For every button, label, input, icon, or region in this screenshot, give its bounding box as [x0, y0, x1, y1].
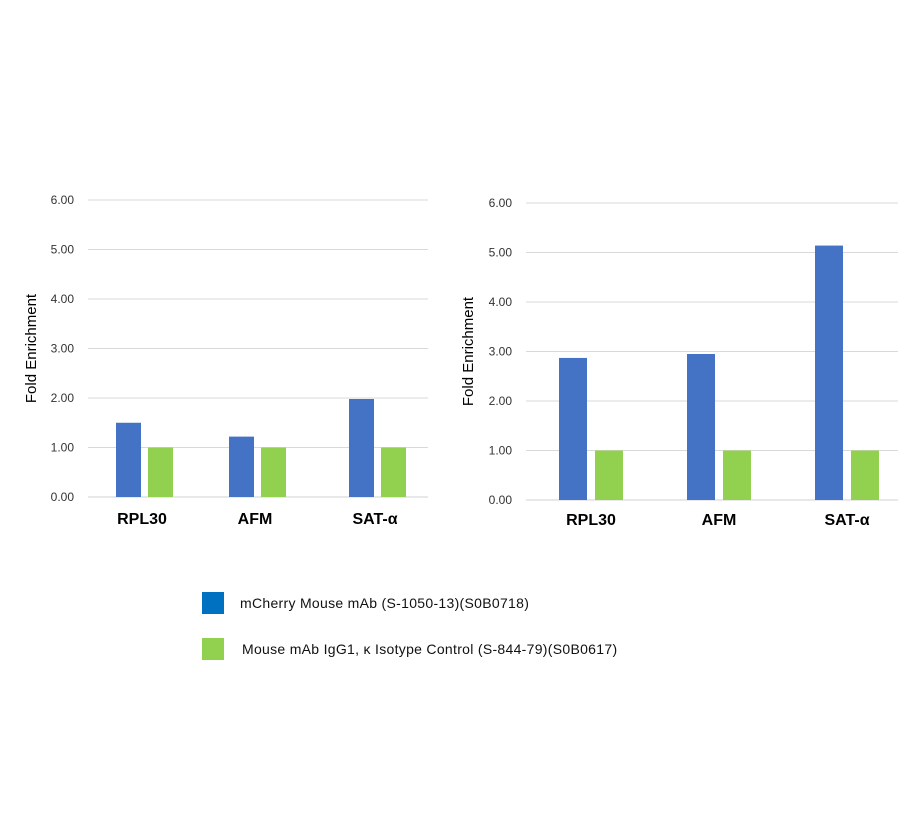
y-tick-label: 2.00 [489, 394, 513, 408]
bar-series-1-sat-α [815, 245, 843, 500]
bar-series-2-afm [261, 447, 286, 497]
y-tick-label: 0.00 [51, 490, 75, 504]
bar-series-2-afm [723, 450, 751, 500]
y-tick-label: 0.00 [489, 493, 513, 507]
y-tick-label: 5.00 [489, 246, 513, 260]
bar-series-1-afm [687, 353, 715, 500]
y-tick-label: 6.00 [51, 193, 75, 207]
y-tick-label: 6.00 [489, 196, 513, 210]
legend-swatch-series-2 [202, 638, 224, 660]
chart-panel-2: 0.00 1.00 2.00 3.00 4.00 5.00 6.00 RPL30 AFM SAT-… [460, 196, 898, 529]
chart-panel-1: 0.00 1.00 2.00 3.00 4.00 5.00 6.00 RPL30 AFM SAT-… [23, 193, 428, 528]
legend-item-series-2: Mouse mAb IgG1, κ Isotype Control (S-844… [202, 638, 617, 660]
bar-series-1-sat-α [349, 398, 374, 497]
y-axis-title: Fold Enrichment [460, 296, 477, 406]
bar-series-2-sat-α [851, 450, 879, 500]
x-category-label: SAT-α [352, 511, 397, 528]
legend-label-series-1: mCherry Mouse mAb (S-1050-13)(S0B0718) [240, 595, 530, 611]
y-tick-label: 1.00 [51, 441, 75, 455]
legend-swatch-series-1 [202, 592, 224, 614]
x-category-label: RPL30 [566, 512, 616, 529]
y-tick-label: 1.00 [489, 444, 513, 458]
x-category-label: SAT-α [824, 512, 869, 529]
y-tick-label: 3.00 [489, 345, 513, 359]
x-category-label: AFM [702, 512, 737, 529]
x-category-label: RPL30 [117, 511, 167, 528]
bar-series-1-rpl30 [116, 422, 141, 497]
y-tick-label: 3.00 [51, 342, 75, 356]
y-tick-label: 2.00 [51, 391, 75, 405]
bar-series-2-rpl30 [148, 447, 173, 497]
legend-item-series-1: mCherry Mouse mAb (S-1050-13)(S0B0718) [202, 592, 529, 614]
y-tick-label: 4.00 [489, 295, 513, 309]
bar-series-2-rpl30 [595, 450, 623, 500]
legend-label-series-2: Mouse mAb IgG1, κ Isotype Control (S-844… [242, 641, 618, 657]
x-category-label: AFM [238, 511, 273, 528]
bar-series-2-sat-α [381, 447, 406, 497]
y-tick-label: 5.00 [51, 243, 75, 257]
bar-series-1-rpl30 [559, 357, 587, 500]
bar-series-1-afm [229, 436, 254, 497]
y-tick-label: 4.00 [51, 292, 75, 306]
y-axis-title: Fold Enrichment [23, 293, 40, 403]
